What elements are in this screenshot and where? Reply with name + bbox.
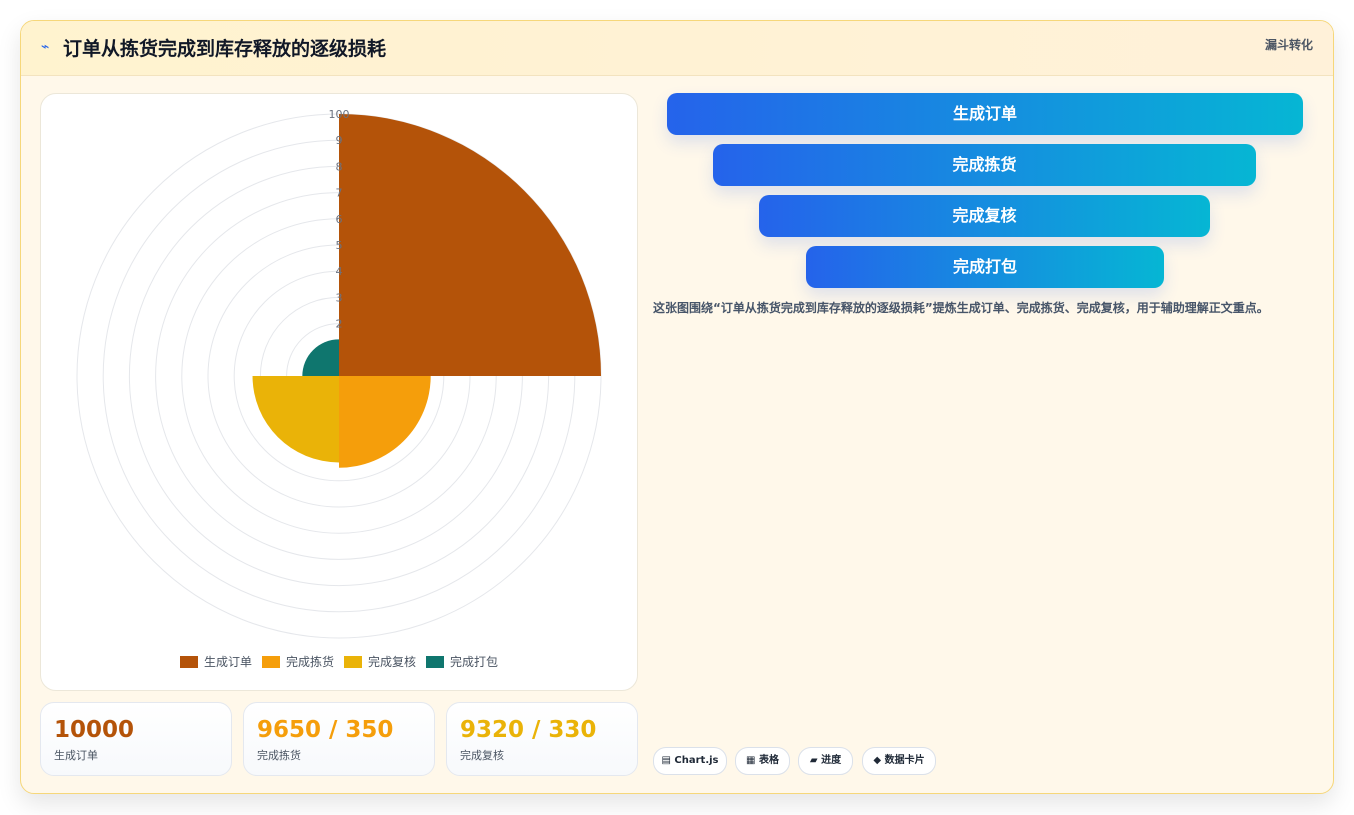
stat-label: 完成拣货 xyxy=(257,749,301,762)
tick-label: 8 xyxy=(336,160,343,173)
spark-icon: ⌁ xyxy=(41,39,50,55)
card-header: ⌁ 订单从拣货完成到库存释放的逐级损耗 漏斗转化 xyxy=(21,21,1333,76)
chart-icon: ▤ xyxy=(661,755,671,766)
tick-label: 6 xyxy=(336,213,343,226)
stat-label: 完成复核 xyxy=(460,749,504,762)
stat-card-2: 9650 / 350 完成拣货 xyxy=(243,702,435,776)
progress-icon: ▰ xyxy=(809,755,818,766)
chip-label: 表格 xyxy=(758,755,779,766)
stat-label: 生成订单 xyxy=(54,749,98,762)
chip-label: Chart.js xyxy=(674,755,719,766)
funnel-step-1: 生成订单 xyxy=(667,93,1303,135)
diamond-icon: ◆ xyxy=(873,755,882,766)
chip-label: 进度 xyxy=(821,755,842,766)
funnel-step-3: 完成复核 xyxy=(759,195,1210,237)
polar-area-chart: 100 9 8 7 6 5 4 3 2 生成订单 完成拣货 完成复核 完成打包 xyxy=(76,108,602,669)
legend-label: 生成订单 xyxy=(204,655,252,669)
stat-value: 10000 xyxy=(54,717,135,743)
legend-label: 完成复核 xyxy=(368,654,416,669)
polar-wedge-2 xyxy=(339,376,431,468)
tick-label: 100 xyxy=(329,108,350,121)
polar-chart-panel: 100 9 8 7 6 5 4 3 2 生成订单 完成拣货 完成复核 完成打包 xyxy=(40,93,638,691)
funnel-step-2: 完成拣货 xyxy=(713,144,1256,186)
chart-type-tag: 漏斗转化 xyxy=(1264,38,1313,52)
legend-label: 完成打包 xyxy=(450,654,498,669)
stat-card-1: 10000 生成订单 xyxy=(40,702,232,776)
chip-chartjs[interactable]: ▤ Chart.js xyxy=(653,747,727,775)
tick-label: 5 xyxy=(336,239,343,252)
funnel-step-4: 完成打包 xyxy=(806,246,1164,288)
polar-wedge-1 xyxy=(339,114,601,376)
legend-swatch xyxy=(180,656,198,668)
stat-card-3: 9320 / 330 完成复核 xyxy=(446,702,638,776)
stat-value: 9650 / 350 xyxy=(257,717,394,743)
tick-label: 7 xyxy=(336,187,343,200)
card: ⌁ 订单从拣货完成到库存释放的逐级损耗 漏斗转化 100 9 8 7 6 5 4 3 2 生成订单… xyxy=(20,20,1334,794)
legend-label: 完成拣货 xyxy=(286,654,334,669)
page-title: 订单从拣货完成到库存释放的逐级损耗 xyxy=(63,38,387,60)
chip-progress[interactable]: ▰ 进度 xyxy=(798,747,853,775)
tick-label: 9 xyxy=(336,134,343,147)
polar-wedge-3 xyxy=(252,376,339,463)
table-icon: ▦ xyxy=(746,755,756,766)
legend-swatch xyxy=(344,656,362,668)
chip-data-card[interactable]: ◆ 数据卡片 xyxy=(862,747,936,775)
tick-label: 3 xyxy=(336,291,343,304)
legend-swatch xyxy=(262,656,280,668)
legend-swatch xyxy=(426,656,444,668)
tick-label: 2 xyxy=(336,318,343,331)
tick-label: 4 xyxy=(336,265,343,278)
chip-table[interactable]: ▦ 表格 xyxy=(735,747,790,775)
stat-value: 9320 / 330 xyxy=(460,717,597,743)
chart-description: 这张图围绕“订单从拣货完成到库存释放的逐级损耗”提炼生成订单、完成拣货、完成复核… xyxy=(653,301,1269,315)
polar-wedge-4 xyxy=(302,339,339,376)
chip-label: 数据卡片 xyxy=(884,755,925,766)
